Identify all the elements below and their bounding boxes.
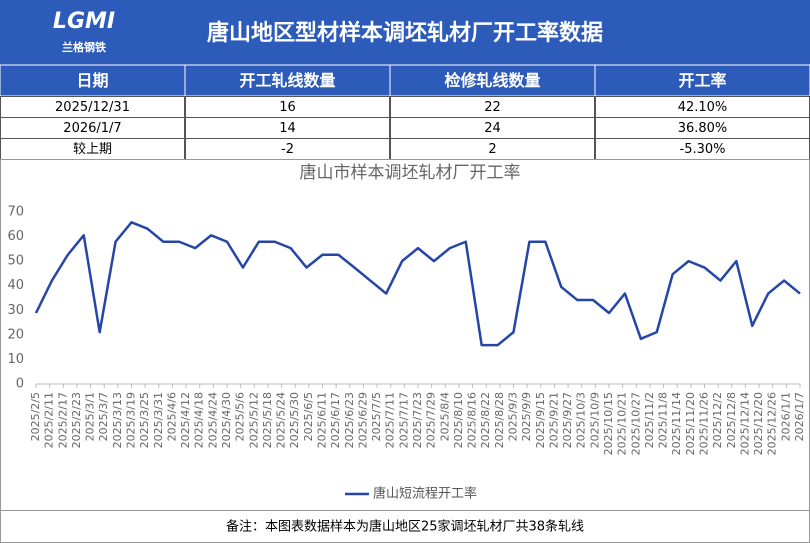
x-tick-label: 2025/8/22 [479,392,492,448]
logo-caption: 兰格钢铁 [62,40,106,54]
x-tick-label: 2025/10/21 [616,392,629,455]
x-tick-label: 2025/2/23 [70,392,83,448]
x-tick-label: 2025/2/5 [29,392,42,441]
table-text: 22 [484,100,501,115]
x-tick-label: 2025/5/12 [247,392,260,448]
table-text: 16 [279,100,296,115]
x-tick-label: 2025/11/2 [643,392,656,448]
x-tick-label: 2025/9/27 [561,392,574,448]
x-tick-label: 2025/7/29 [425,392,438,448]
x-tick-label: 2025/7/17 [397,392,410,448]
table-text: 2026/1/7 [63,121,121,136]
line [34,221,801,347]
x-tick-label: 2025/8/4 [438,392,451,441]
x-tick-label: 2025/3/19 [125,392,138,448]
x-tick-label: 2025/12/8 [725,392,738,448]
x-tick-label: 2025/9/3 [507,392,520,441]
y-tick-label: 10 [7,352,24,367]
column-header: 开工率 [678,71,726,90]
x-tick-label: 2026/1/1 [779,392,792,441]
x-tick-label: 2025/11/20 [684,392,697,455]
x-tick-label: 2025/6/11 [316,392,329,448]
logo: LGMI [53,9,115,34]
footer-note: 备注：本图表数据样本为唐山地区25家调坯轧材厂共38条轧线 [226,519,584,535]
x-tick-label: 2025/2/11 [43,392,56,448]
x-tick-label: 2025/2/17 [56,392,69,448]
x-tick-label: 2025/4/24 [206,392,219,448]
x-tick-label: 2025/3/31 [152,392,165,448]
x-tick-label: 2025/7/11 [384,392,397,448]
x-tick-label: 2025/5/6 [234,392,247,441]
y-tick-label: 30 [7,303,24,318]
header-band [0,0,810,65]
y-tick-label: 20 [7,327,24,342]
x-tick-label: 2025/8/16 [466,392,479,448]
page-title: 唐山地区型材样本调坯轧材厂开工率数据 [207,20,603,46]
table-text: -5.30% [680,142,726,157]
x-tick-label: 2025/10/27 [629,392,642,455]
table-text: -2 [281,142,294,157]
x-tick-label: 2025/6/29 [356,392,369,448]
x-tick-label: 2025/10/3 [575,392,588,448]
chart-title: 唐山市样本调坯轧材厂开工率 [300,162,521,183]
x-tick-label: 2025/4/6 [165,392,178,441]
table-text: 14 [279,121,296,136]
x-tick-label: 2025/9/21 [547,392,560,448]
x-tick-label: 2025/8/10 [452,392,465,448]
table-text: 36.80% [678,121,728,136]
table-text: 2 [488,142,496,157]
x-tick-label: 2025/5/18 [261,392,274,448]
x-tick-label: 2025/3/7 [97,392,110,441]
x-tick-label: 2025/4/18 [193,392,206,448]
y-tick-label: 40 [7,278,24,293]
x-tick-label: 2025/4/12 [179,392,192,448]
x-tick-label: 2025/11/26 [698,392,711,455]
x-tick-label: 2025/5/24 [275,392,288,448]
x-tick-label: 2025/6/23 [343,392,356,448]
y-tick-label: 60 [7,229,24,244]
table-text: 2025/12/31 [55,100,130,115]
x-tick-label: 2025/11/14 [670,392,683,455]
chart: 0 10 20 30 40 50 60 70 2025/2/5 2025/2/11 2025/2/1… [7,205,806,502]
x-tick-label: 2025/9/9 [520,392,533,441]
header-cell [389,64,596,97]
x-tick-label: 2025/9/15 [534,392,547,448]
x-tick-label: 2025/12/26 [766,392,779,455]
x-tick-label: 2025/6/17 [329,392,342,448]
x-tick-label: 2025/3/25 [138,392,151,448]
header-cell [594,64,810,97]
x-tick-label: 2025/11/8 [657,392,670,448]
x-tick-label: 2025/7/23 [411,392,424,448]
x-tick-label: 2025/3/1 [84,392,97,441]
table-text: 42.10% [678,100,728,115]
table: 日期 开工轧线数量 检修轧线数量 开工率 2025/12/31 16 22 42.10% 202… [0,64,810,160]
x-tick-label: 2025/6/5 [302,392,315,441]
y-tick-label: 50 [7,254,24,269]
footer-band [0,510,810,543]
x-tick-label: 2025/8/28 [493,392,506,448]
x-tick-label: 2025/10/15 [602,392,615,455]
x-tick-label: 2026/1/7 [793,392,806,441]
x-tick-label: 2025/12/2 [711,392,724,448]
x-tick-label: 2025/10/9 [588,392,601,448]
y-tick-label: 0 [16,377,24,392]
column-header: 检修轧线数量 [444,71,540,90]
x-tick-label: 2025/12/14 [738,392,751,455]
x-tick-label: 2025/5/30 [288,392,301,448]
legend-label: 唐山短流程开工率 [373,486,477,502]
y-tick-label: 70 [7,205,24,220]
column-header: 开工轧线数量 [239,71,335,90]
column-header: 日期 [76,71,108,90]
table-text: 较上期 [73,142,112,157]
x-tick-label: 2025/4/30 [220,392,233,448]
table-text: 24 [484,121,501,136]
x-tick-label: 2025/12/20 [752,392,765,455]
x-tick-label: 2025/7/5 [370,392,383,441]
x-tick-label: 2025/3/13 [111,392,124,448]
